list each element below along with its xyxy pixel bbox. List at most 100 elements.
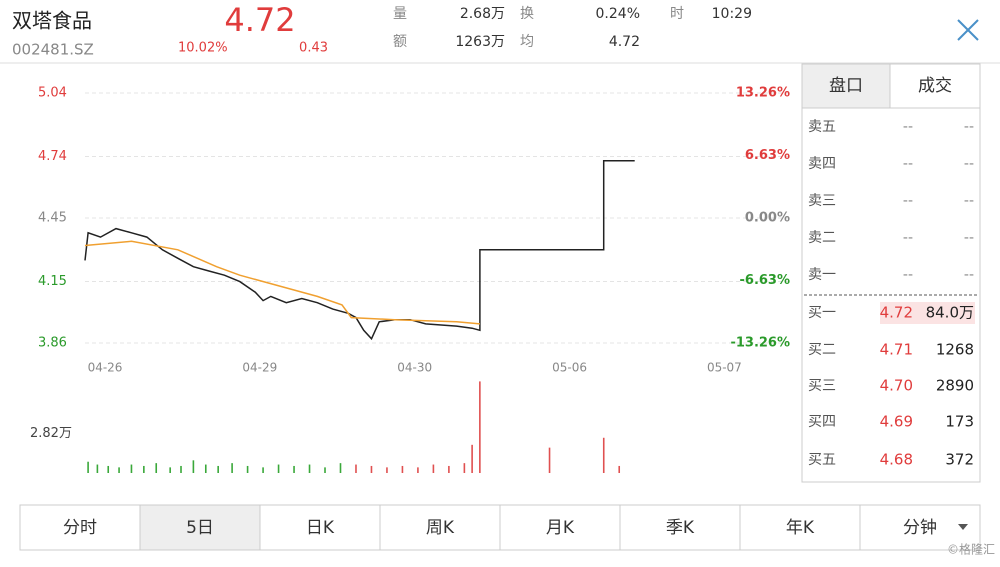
volume-bar	[479, 381, 481, 473]
volume-bar	[87, 461, 89, 473]
ask-price: --	[903, 156, 913, 172]
volume-bar	[169, 467, 171, 473]
volume-bar	[308, 464, 311, 473]
stat-value: 2.68万	[460, 6, 505, 22]
volume-bar	[618, 465, 621, 473]
ask-label: 卖三	[808, 193, 836, 209]
stat-label: 量	[393, 6, 407, 22]
volume-bar	[293, 465, 295, 473]
volume-bar	[355, 464, 357, 473]
bid-price: 4.68	[880, 451, 913, 469]
volume-bar	[370, 465, 373, 473]
bid-price: 4.69	[880, 413, 913, 431]
x-tick-label: 04-30	[397, 361, 432, 375]
volume-bar	[192, 460, 195, 473]
period-tab[interactable]: 年K	[786, 518, 815, 538]
bid-label: 买一	[808, 305, 836, 321]
bid-volume: 1268	[936, 341, 974, 359]
volume-bar	[262, 467, 264, 473]
volume-tick-label: 2.82万	[30, 426, 72, 441]
stat-label: 均	[520, 34, 534, 50]
stat-label: 时	[670, 6, 684, 22]
change-pct: 10.02%	[178, 41, 228, 56]
x-tick-label: 05-07	[707, 361, 742, 375]
stat-value: 10:29	[712, 6, 752, 22]
volume-bar	[471, 444, 473, 473]
volume-bar	[130, 464, 133, 473]
ask-volume: --	[964, 119, 974, 135]
ask-volume: --	[964, 193, 974, 209]
volume-bar	[155, 463, 158, 473]
close-button[interactable]	[957, 19, 979, 41]
y2-tick-label: 6.63%	[745, 148, 790, 163]
price-line	[84, 160, 635, 341]
price-line	[84, 240, 480, 325]
order-book-tab[interactable]: 成交	[918, 76, 952, 96]
bid-volume: 2890	[936, 377, 974, 395]
bid-volume: 372	[945, 451, 974, 469]
stat-value: 1263万	[455, 34, 505, 50]
volume-bar	[463, 463, 466, 473]
ask-volume: --	[964, 230, 974, 246]
bid-price: 4.71	[880, 341, 913, 359]
volume-bar	[401, 465, 404, 473]
period-tab[interactable]: 日K	[306, 518, 335, 538]
ask-label: 卖四	[808, 156, 836, 172]
y-tick-label: 5.04	[38, 86, 67, 101]
period-tab[interactable]: 分时	[63, 518, 97, 538]
volume-bar	[107, 465, 110, 473]
bid-volume: 84.0万	[926, 304, 974, 322]
volume-bar	[204, 464, 207, 473]
ask-price: --	[903, 193, 913, 209]
period-tab[interactable]: 周K	[426, 518, 455, 538]
volume-bar	[432, 464, 435, 473]
period-tab[interactable]: 月K	[546, 518, 575, 538]
ask-volume: --	[964, 156, 974, 172]
stat-value: 0.24%	[596, 6, 640, 22]
price: 4.72	[224, 1, 295, 39]
ask-volume: --	[964, 267, 974, 283]
volume-bar	[180, 465, 182, 473]
stock-code: 002481.SZ	[12, 41, 94, 59]
bid-price: 4.72	[880, 304, 913, 322]
ask-label: 卖二	[808, 230, 836, 246]
volume-bar	[231, 463, 233, 473]
bid-volume: 173	[945, 413, 974, 431]
order-book-tab[interactable]: 盘口	[829, 76, 863, 96]
period-tab[interactable]: 5日	[186, 518, 214, 538]
ask-label: 卖五	[808, 119, 836, 135]
volume-bar	[548, 447, 551, 473]
x-tick-label: 05-06	[552, 361, 587, 375]
change: 0.43	[299, 41, 328, 56]
period-tab[interactable]: 季K	[666, 518, 695, 538]
volume-bar	[417, 467, 419, 473]
stock-name: 双塔食品	[12, 9, 92, 33]
period-tab[interactable]: 分钟	[903, 518, 937, 538]
y2-tick-label: -6.63%	[740, 273, 791, 288]
ask-label: 卖一	[808, 267, 836, 283]
stat-value: 4.72	[609, 34, 640, 50]
y2-tick-label: 0.00%	[745, 211, 790, 226]
bid-label: 买三	[808, 378, 836, 394]
volume-bar	[324, 467, 326, 473]
y-tick-label: 4.15	[38, 274, 67, 289]
bid-highlight	[880, 302, 975, 324]
volume-bar	[339, 463, 342, 473]
stat-label: 额	[393, 34, 407, 50]
y-tick-label: 3.86	[38, 336, 67, 351]
bid-label: 买五	[808, 452, 836, 468]
volume-bar	[386, 467, 388, 473]
y-tick-label: 4.45	[38, 211, 67, 226]
volume-bar	[118, 467, 120, 473]
volume-bar	[277, 464, 280, 473]
bid-label: 买四	[808, 414, 836, 430]
volume-bar	[602, 437, 605, 473]
volume-bar	[96, 464, 99, 473]
ask-price: --	[903, 119, 913, 135]
ask-price: --	[903, 230, 913, 246]
y2-tick-label: -13.26%	[730, 336, 790, 351]
bid-price: 4.70	[880, 377, 913, 395]
volume-bar	[448, 465, 450, 473]
